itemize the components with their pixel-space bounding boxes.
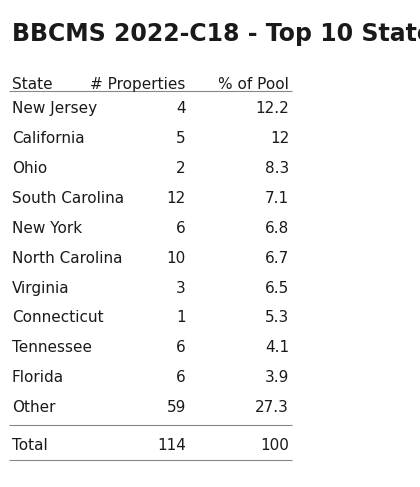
Text: 6.7: 6.7 [265,251,289,266]
Text: 59: 59 [166,400,186,415]
Text: 6.8: 6.8 [265,221,289,236]
Text: 5.3: 5.3 [265,310,289,325]
Text: 4: 4 [176,101,186,116]
Text: 6.5: 6.5 [265,281,289,296]
Text: 1: 1 [176,310,186,325]
Text: 27.3: 27.3 [255,400,289,415]
Text: 7.1: 7.1 [265,191,289,206]
Text: 12.2: 12.2 [255,101,289,116]
Text: Other: Other [12,400,55,415]
Text: 5: 5 [176,131,186,146]
Text: 100: 100 [260,437,289,452]
Text: 2: 2 [176,161,186,176]
Text: BBCMS 2022-C18 - Top 10 States: BBCMS 2022-C18 - Top 10 States [12,22,420,46]
Text: 6: 6 [176,370,186,385]
Text: Ohio: Ohio [12,161,47,176]
Text: California: California [12,131,84,146]
Text: 12: 12 [270,131,289,146]
Text: North Carolina: North Carolina [12,251,122,266]
Text: % of Pool: % of Pool [218,77,289,93]
Text: Connecticut: Connecticut [12,310,103,325]
Text: Virginia: Virginia [12,281,69,296]
Text: Florida: Florida [12,370,64,385]
Text: 6: 6 [176,221,186,236]
Text: State: State [12,77,52,93]
Text: Total: Total [12,437,47,452]
Text: 3.9: 3.9 [265,370,289,385]
Text: 12: 12 [167,191,186,206]
Text: 10: 10 [167,251,186,266]
Text: South Carolina: South Carolina [12,191,124,206]
Text: New York: New York [12,221,82,236]
Text: # Properties: # Properties [90,77,186,93]
Text: 8.3: 8.3 [265,161,289,176]
Text: 114: 114 [157,437,186,452]
Text: New Jersey: New Jersey [12,101,97,116]
Text: 6: 6 [176,340,186,356]
Text: 3: 3 [176,281,186,296]
Text: Tennessee: Tennessee [12,340,92,356]
Text: 4.1: 4.1 [265,340,289,356]
